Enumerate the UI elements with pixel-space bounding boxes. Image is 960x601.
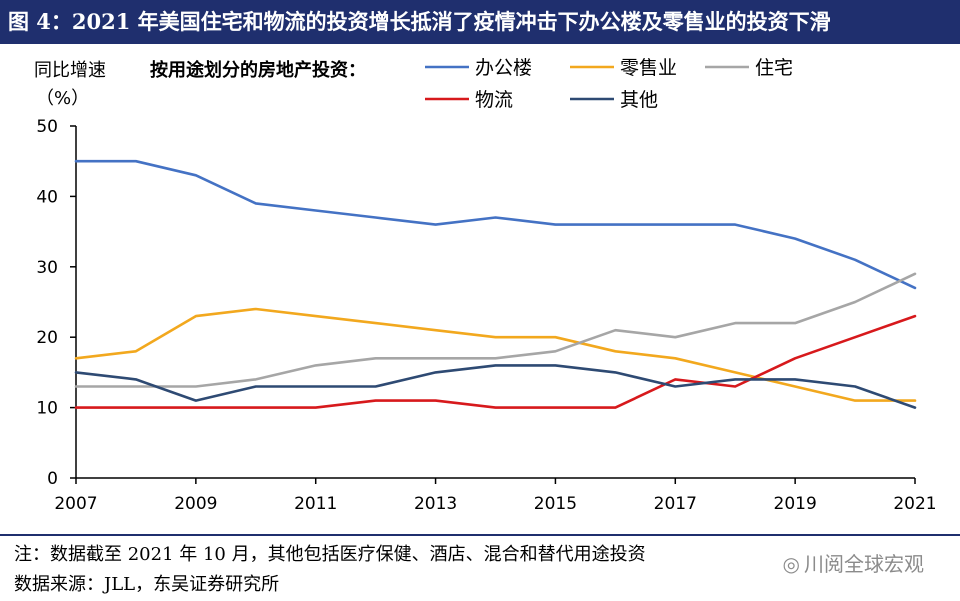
watermark-text: 川阅全球宏观 <box>804 552 924 576</box>
x-tick-label: 2007 <box>54 494 97 514</box>
legend-label: 办公楼 <box>475 57 532 79</box>
data-source: 数据来源：JLL，东吴证券研究所 <box>14 574 280 595</box>
series-line-3 <box>74 272 917 388</box>
chart-title: 按用途划分的房地产投资： <box>150 59 366 81</box>
y-tick-label: 0 <box>47 469 58 489</box>
line-chart: 同比增速 （%） 按用途划分的房地产投资： 0 10 20 30 40 50 2007 200… <box>34 57 937 514</box>
watermark: ◎ 川阅全球宏观 <box>783 548 924 577</box>
footer: 注：数据截至 2021 年 10 月，其他包括医疗保健、酒店、混合和替代用途投资… <box>0 534 960 601</box>
legend-label: 物流 <box>475 89 513 111</box>
x-tick-label: 2017 <box>654 494 697 514</box>
x-tick-label: 2009 <box>174 494 217 514</box>
x-tick-label: 2011 <box>294 494 337 514</box>
legend-label: 其他 <box>620 89 658 111</box>
series-line-1 <box>74 159 917 290</box>
x-tick-label: 2015 <box>534 494 577 514</box>
series-line-2 <box>74 307 917 402</box>
y-tick-label: 10 <box>36 399 58 419</box>
x-tick-label: 2021 <box>893 494 936 514</box>
series-line-5 <box>74 364 917 409</box>
series-line-4 <box>74 314 917 409</box>
y-axis-label: 同比增速 <box>34 60 106 81</box>
x-tick-label: 2013 <box>414 494 457 514</box>
x-tick-label: 2019 <box>774 494 817 514</box>
y-tick-label: 50 <box>36 117 58 137</box>
y-tick-label: 40 <box>36 187 58 207</box>
legend-label: 零售业 <box>620 57 677 79</box>
legend-label: 住宅 <box>755 57 793 79</box>
axes: 0 10 20 30 40 50 2007 2009 2011 2013 2015 2017 2019 2… <box>36 117 936 514</box>
y-tick-label: 30 <box>36 258 58 278</box>
y-axis-unit: （%） <box>36 88 89 109</box>
wechat-icon: ◎ <box>782 552 800 576</box>
figure-title: 图 4：2021 年美国住宅和物流的投资增长抵消了疫情冲击下办公楼及零售业的投资… <box>0 0 960 44</box>
y-tick-label: 20 <box>36 328 58 348</box>
footnote: 注：数据截至 2021 年 10 月，其他包括医疗保健、酒店、混合和替代用途投资 <box>14 544 646 565</box>
series-lines <box>74 159 917 409</box>
